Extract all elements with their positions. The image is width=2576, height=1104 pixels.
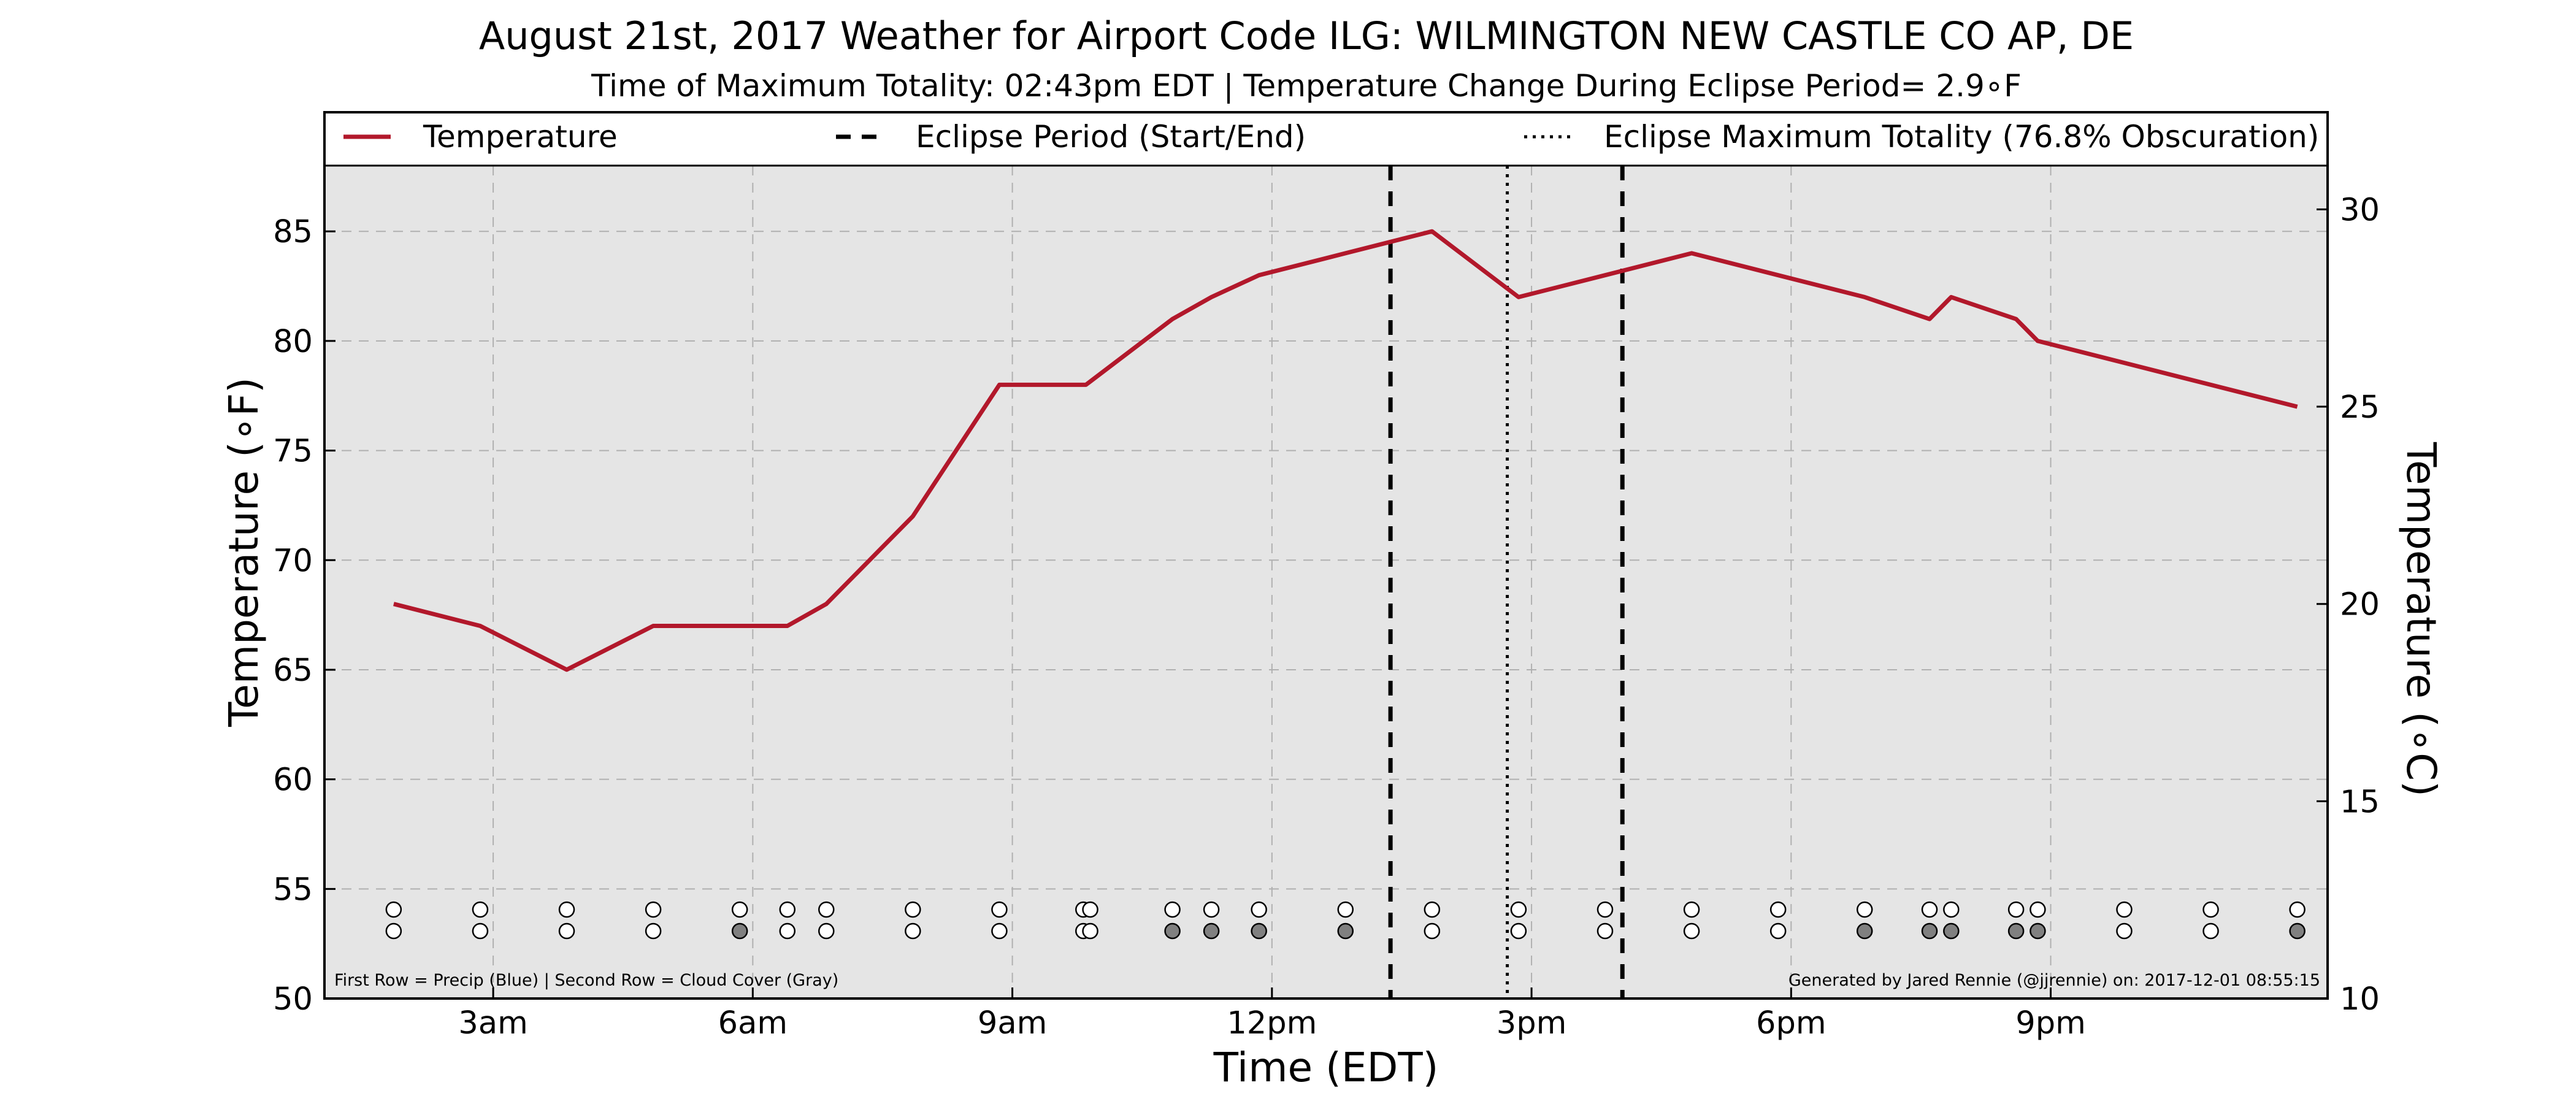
x-tick-label: 6pm <box>1756 1005 1827 1041</box>
precip-marker <box>1943 901 1960 918</box>
cloud-cover-marker <box>991 922 1008 940</box>
precip-marker <box>2202 901 2219 918</box>
grid <box>324 166 2328 999</box>
y-axis-label-right: Temperature (∘C) <box>2398 442 2445 797</box>
precip-marker <box>779 901 796 918</box>
legend-label-eclipse-max: Eclipse Maximum Totality (76.8% Obscurat… <box>1604 119 2319 155</box>
y-tick-label: 50 <box>273 981 313 1018</box>
cloud-cover-marker <box>2202 922 2219 940</box>
cloud-cover-marker <box>905 922 921 940</box>
eclipse-lines <box>1388 166 1625 999</box>
precip-marker <box>472 901 489 918</box>
y-right-tick-label: 20 <box>2340 587 2380 623</box>
cloud-cover-marker <box>1510 922 1527 940</box>
precip-marker <box>1510 901 1527 918</box>
x-ticks: 3am 6am 9am 12pm 3pm 6pm 9pm <box>458 987 2086 1041</box>
precip-marker <box>1082 901 1098 918</box>
precip-marker <box>645 901 662 918</box>
cloud-cover-marker <box>1597 922 1614 940</box>
precip-marker <box>2007 901 2025 918</box>
legend-label-eclipse-period: Eclipse Period (Start/End) <box>916 119 1306 155</box>
y-tick-label: 70 <box>273 543 313 579</box>
cloud-cover-marker <box>1251 922 1267 940</box>
precip-marker <box>1164 901 1181 918</box>
y-right-tick-label: 10 <box>2340 981 2380 1018</box>
cloud-cover-marker <box>731 922 748 940</box>
y-ticks-left: 50 55 60 65 70 75 80 85 <box>273 214 335 1018</box>
precip-marker <box>905 901 921 918</box>
precip-marker <box>1921 901 1938 918</box>
cloud-cover-marker <box>1683 922 1700 940</box>
precip-marker <box>1597 901 1614 918</box>
y-tick-label: 75 <box>273 434 313 470</box>
temperature-line <box>393 229 2298 672</box>
cloud-cover-marker <box>558 922 575 940</box>
footnote-left: First Row = Precip (Blue) | Second Row =… <box>334 971 838 990</box>
y-tick-label: 60 <box>273 762 313 799</box>
cloud-cover-marker <box>2030 922 2046 940</box>
cloud-cover-marker <box>1203 922 1220 940</box>
precip-marker <box>2030 901 2046 918</box>
y-tick-label: 55 <box>273 872 313 908</box>
cloud-cover-marker <box>779 922 796 940</box>
cloud-cover-marker <box>2289 922 2306 940</box>
cloud-cover-marker <box>1082 922 1098 940</box>
precip-marker <box>731 901 748 918</box>
precip-marker <box>385 901 402 918</box>
cloud-cover-marker <box>385 922 402 940</box>
y-tick-label: 65 <box>273 653 313 689</box>
plot-background <box>324 166 2328 999</box>
x-tick-label: 3am <box>458 1005 527 1041</box>
chart-title: August 21st, 2017 Weather for Airport Co… <box>479 13 2134 58</box>
y-right-tick-label: 15 <box>2340 784 2380 820</box>
cloud-cover-marker <box>2007 922 2025 940</box>
cloud-cover-marker <box>1856 922 1873 940</box>
precip-marker <box>1856 901 1873 918</box>
x-tick-label: 9pm <box>2015 1005 2086 1041</box>
cloud-cover-marker <box>1943 922 1960 940</box>
legend-label-temperature: Temperature <box>423 119 618 155</box>
x-tick-label: 3pm <box>1497 1005 1567 1041</box>
cloud-cover-marker <box>1164 922 1181 940</box>
precip-marker <box>1769 901 1787 918</box>
series <box>393 229 2298 672</box>
precip-marker <box>1683 901 1700 918</box>
legend-box <box>323 111 2329 167</box>
y-tick-label: 80 <box>273 324 313 360</box>
precip-marker <box>1337 901 1354 918</box>
precip-marker <box>1203 901 1220 918</box>
y-tick-label: 85 <box>273 214 313 250</box>
x-tick-label: 6am <box>718 1005 788 1041</box>
x-tick-label: 9am <box>978 1005 1047 1041</box>
precip-marker <box>1251 901 1267 918</box>
x-tick-label: 12pm <box>1227 1005 1317 1041</box>
cloud-cover-marker <box>818 922 835 940</box>
cloud-cover-marker <box>472 922 489 940</box>
cloud-cover-marker <box>1424 922 1441 940</box>
plot-frame <box>323 111 2329 1000</box>
cloud-cover-marker <box>1337 922 1354 940</box>
precip-marker <box>2116 901 2133 918</box>
precip-marker <box>991 901 1008 918</box>
cloud-cover-marker <box>1921 922 1938 940</box>
footnote-right: Generated by Jared Rennie (@jjrennie) on… <box>1788 971 2320 990</box>
cloud-cover-marker <box>645 922 662 940</box>
chart-subtitle: Time of Maximum Totality: 02:43pm EDT | … <box>591 68 2022 104</box>
precip-marker <box>558 901 575 918</box>
cloud-cover-marker <box>1769 922 1787 940</box>
y-axis-label-left: Temperature (∘F) <box>220 377 267 727</box>
precip-marker <box>2289 901 2306 918</box>
y-right-tick-label: 25 <box>2340 389 2380 426</box>
cloud-cover-marker <box>2116 922 2133 940</box>
precip-marker <box>1424 901 1441 918</box>
y-ticks-right: 10 15 20 25 30 <box>2317 192 2380 1018</box>
x-axis-label: Time (EDT) <box>1213 1044 1439 1091</box>
precip-marker <box>818 901 835 918</box>
y-right-tick-label: 30 <box>2340 192 2380 228</box>
markers <box>385 901 2306 940</box>
